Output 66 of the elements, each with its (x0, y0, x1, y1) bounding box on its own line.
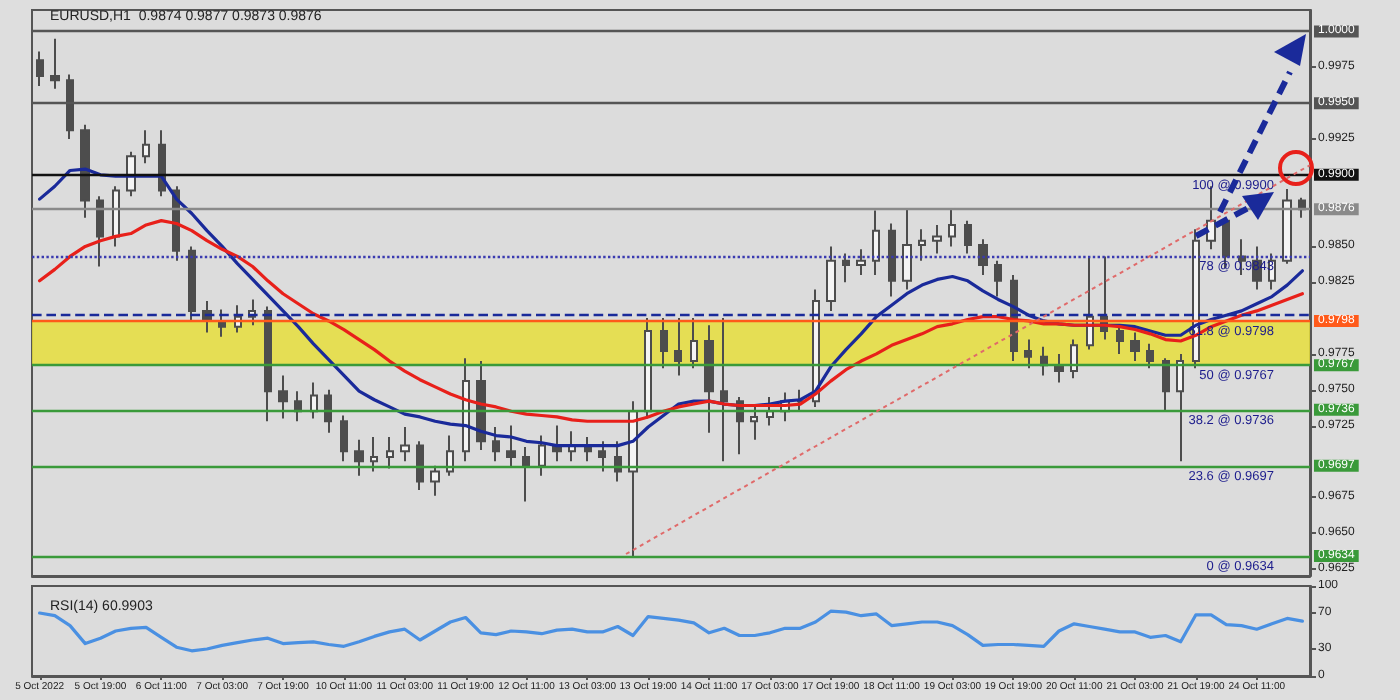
candlestick (720, 317, 728, 463)
candlestick (294, 390, 302, 423)
candlestick (50, 37, 60, 90)
candlestick (264, 305, 272, 423)
candlestick (994, 259, 1002, 298)
candlestick (948, 208, 956, 248)
candlestick (1298, 196, 1306, 219)
candlestick (96, 195, 104, 268)
candlestick (1130, 331, 1140, 363)
candlestick (872, 209, 880, 277)
candlestick (112, 185, 120, 248)
candlestick (310, 381, 318, 420)
candlestick (1116, 324, 1124, 355)
candlestick (750, 405, 758, 441)
candlestick (644, 317, 652, 420)
candlestick (1024, 338, 1032, 370)
candlestick (568, 430, 576, 463)
line-series (38, 219, 1304, 423)
candlestick (978, 238, 988, 277)
candlestick (1086, 255, 1094, 351)
candlestick (690, 317, 698, 370)
candlestick (142, 129, 150, 165)
candlestick (386, 436, 394, 470)
candlestick (218, 308, 226, 338)
candlestick (522, 446, 530, 503)
candlestick (1146, 342, 1154, 370)
candlestick (964, 219, 972, 255)
candlestick (796, 388, 804, 413)
candlestick (1162, 357, 1170, 413)
candlestick (1176, 352, 1184, 463)
candlestick (888, 222, 896, 298)
candlestick (826, 245, 836, 312)
candlestick (324, 388, 332, 434)
candlestick (354, 438, 364, 477)
candlestick (1040, 345, 1048, 377)
candlestick (856, 248, 866, 277)
candlestick (370, 436, 378, 473)
candlestick (552, 424, 562, 463)
candlestick (538, 434, 546, 477)
line-series (38, 609, 1304, 653)
candlestick (506, 424, 516, 469)
candlestick (400, 425, 410, 463)
candlestick (1282, 188, 1292, 265)
candlestick (902, 208, 912, 291)
candlestick (340, 414, 348, 463)
candlestick (660, 317, 668, 370)
candlestick (932, 223, 942, 255)
candlestick (1070, 338, 1078, 380)
candlestick (674, 317, 682, 377)
candlestick (584, 436, 592, 463)
line-series (38, 167, 1304, 448)
candlestick (842, 252, 850, 284)
candlestick (766, 395, 774, 427)
candlestick (36, 50, 44, 87)
candlestick (80, 123, 90, 219)
candlestick (1054, 352, 1064, 384)
candlestick (614, 440, 622, 483)
candlestick (278, 374, 288, 420)
candlestick (704, 324, 714, 434)
candlestick (598, 440, 606, 473)
candlestick (492, 425, 500, 463)
candlestick (446, 434, 454, 477)
candlestick (416, 440, 424, 492)
candlestick (188, 245, 196, 322)
candlestick (918, 228, 926, 262)
candlestick (430, 464, 440, 497)
